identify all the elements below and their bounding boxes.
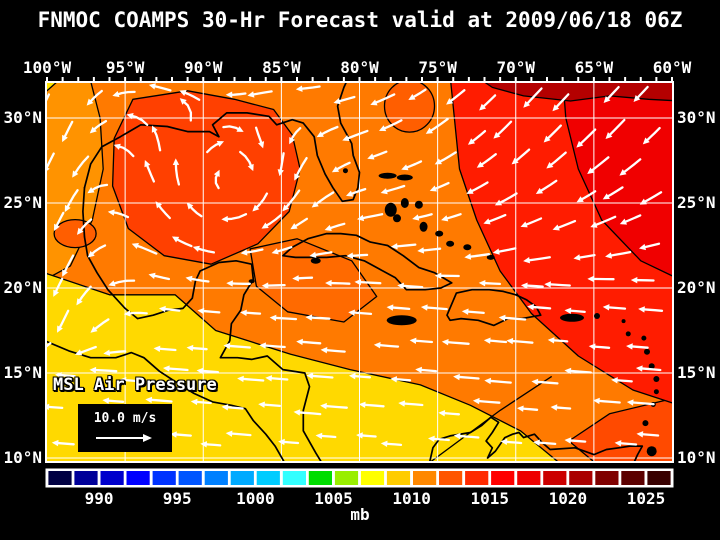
lon-tick-label: 70°W [496,58,536,77]
lat-tick-label: 25°N [677,193,716,212]
lon-tick-label: 100°W [22,58,72,77]
colorbar-tick-label: 1005 [314,489,353,508]
lat-tick-label: 10°N [3,448,42,467]
page-title: FNMOC COAMPS 30-Hr Forecast valid at 200… [37,8,683,32]
lat-tick-label: 25°N [3,193,42,212]
lon-tick-label: 90°W [183,58,223,77]
colorbar-tick-label: 1010 [392,489,431,508]
lat-tick-label: 15°N [677,363,716,382]
lon-tick-label: 95°W [105,58,145,77]
lat-tick-label: 20°N [3,278,42,297]
lon-tick-label: 85°W [262,58,301,77]
colorbar-tick-label: 1020 [548,489,588,508]
colorbar-tick-label: 1025 [626,489,666,508]
lat-tick-label: 10°N [677,448,716,467]
colorbar-tick-label: 1015 [470,489,509,508]
colorbar-unit: mb [350,505,370,524]
lat-tick-label: 30°N [3,108,42,127]
lon-tick-label: 80°W [340,58,379,77]
colorbar-tick-label: 990 [84,489,114,508]
colorbar-tick-label: 995 [162,489,192,508]
wind-legend-label: 10.0 m/s [93,411,157,426]
lat-tick-label: 20°N [677,278,716,297]
lon-tick-label: 60°W [652,58,692,77]
field-label: MSL Air Pressure [53,375,217,395]
lon-tick-label: 75°W [418,58,457,77]
lon-tick-label: 65°W [574,58,614,77]
colorbar-tick-label: 1000 [236,489,275,508]
lat-tick-label: 15°N [3,363,42,382]
lat-tick-label: 30°N [677,108,716,127]
